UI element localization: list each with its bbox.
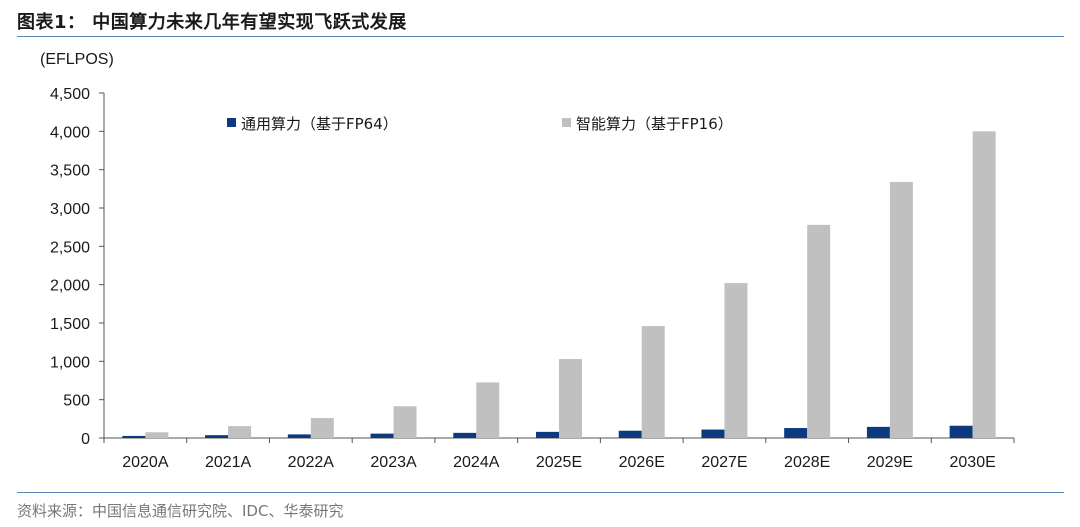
x-tick-label: 2025E — [536, 454, 582, 471]
bar-general-compute — [701, 429, 725, 438]
x-tick-label: 2026E — [619, 454, 665, 471]
x-tick-label: 2020A — [122, 454, 169, 471]
bar-general-compute — [453, 432, 477, 438]
source-note: 资料来源：中国信息通信研究院、IDC、华泰研究 — [17, 502, 344, 520]
bar-intelligent-compute — [807, 224, 831, 438]
y-tick-label: 2,500 — [50, 239, 90, 256]
source-divider — [17, 492, 1064, 493]
bar-intelligent-compute — [889, 181, 913, 438]
bar-intelligent-compute — [310, 418, 334, 438]
y-axis: 0 500 1,000 1,500 2,000 2,500 3,000 3,500 4,000 4… — [50, 86, 105, 448]
y-axis-unit-label: (EFLPOS) — [40, 51, 114, 68]
x-tick-label: 2022A — [288, 454, 335, 471]
y-tick-label: 1,500 — [50, 316, 90, 333]
x-tick-label: 2029E — [867, 454, 913, 471]
x-axis: 2020A 2021A 2022A 2023A 2024A 2025E 2026E 2027E… — [103, 437, 1015, 471]
x-tick-label: 2024A — [453, 454, 500, 471]
x-tick-label: 2027E — [701, 454, 747, 471]
y-tick-label: 3,000 — [50, 201, 90, 218]
y-tick-label: 1,000 — [50, 354, 90, 371]
bars — [122, 131, 996, 439]
x-tick-label: 2028E — [784, 454, 830, 471]
bar-general-compute — [370, 433, 394, 438]
y-tick-label: 500 — [63, 393, 90, 410]
bar-intelligent-compute — [724, 283, 748, 438]
bar-general-compute — [536, 431, 559, 438]
bar-general-compute — [205, 435, 229, 438]
bar-intelligent-compute — [228, 426, 252, 438]
legend: 通用算力（基于FP64） 智能算力（基于FP16） — [227, 115, 733, 133]
y-tick-label: 3,500 — [50, 163, 90, 180]
bar-general-compute — [866, 426, 890, 438]
legend-label: 通用算力（基于FP64） — [241, 115, 398, 133]
bar-general-compute — [949, 425, 973, 438]
x-tick-label: 2021A — [205, 454, 252, 471]
bar-intelligent-compute — [559, 359, 582, 438]
y-tick-label: 0 — [81, 431, 90, 448]
bar-intelligent-compute — [476, 382, 500, 438]
x-tick-label: 2030E — [950, 454, 996, 471]
bar-general-compute — [784, 428, 808, 438]
y-tick-label: 4,000 — [50, 124, 90, 141]
x-tick-label: 2023A — [370, 454, 417, 471]
y-tick-label: 2,000 — [50, 278, 90, 295]
bar-intelligent-compute — [145, 432, 169, 438]
bar-general-compute — [287, 434, 311, 438]
legend-label: 智能算力（基于FP16） — [576, 115, 733, 133]
bar-intelligent-compute — [641, 326, 665, 438]
bar-intelligent-compute — [393, 406, 417, 438]
bar-general-compute — [122, 435, 146, 438]
legend-swatch — [227, 118, 236, 127]
y-tick-label: 4,500 — [50, 86, 90, 103]
figure-title: 图表1： 中国算力未来几年有望实现飞跃式发展 — [17, 12, 407, 33]
bar-intelligent-compute — [972, 131, 996, 439]
legend-swatch — [562, 118, 571, 127]
title-divider — [17, 36, 1064, 37]
bar-general-compute — [618, 430, 642, 438]
